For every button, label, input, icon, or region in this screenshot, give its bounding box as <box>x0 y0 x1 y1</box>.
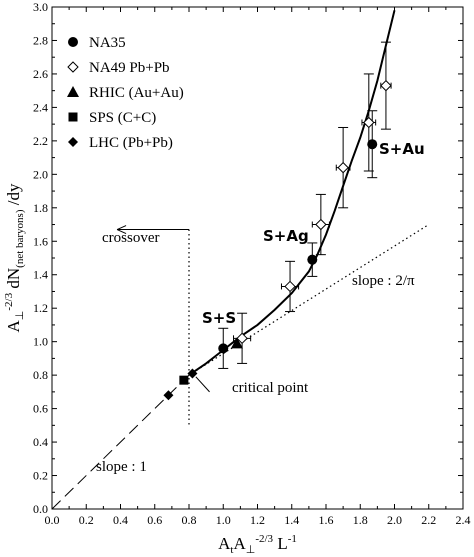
y-axis-label: A⊥-2/3 dN(net baryons) /dy <box>3 183 26 332</box>
point-lhc-pb-pb <box>187 368 198 379</box>
x-tick-label: 0.4 <box>113 513 128 527</box>
y-tick-label: 2.2 <box>33 134 48 148</box>
crossover-arrow-head <box>116 225 127 235</box>
annotation-sau: S+Au <box>379 140 425 158</box>
y-axis-label-sup: -2/3 <box>3 292 15 310</box>
slope1-dashed-line <box>51 374 190 510</box>
y-tick-label: 0.0 <box>33 502 48 516</box>
x-axis-label-part: L <box>273 534 288 553</box>
legend-label: NA35 <box>89 35 126 51</box>
annotation-sag: S+Ag <box>263 227 309 245</box>
y-tick-label: 0.4 <box>33 435 48 449</box>
y-tick-label: 0.8 <box>33 368 48 382</box>
y-axis-label-sub: ⊥ <box>14 311 26 321</box>
y-tick-label: 0.2 <box>33 469 48 483</box>
x-axis-label-part: A <box>233 534 246 553</box>
x-tick-label: 1.4 <box>284 513 299 527</box>
y-tick-label: 1.6 <box>33 234 48 248</box>
x-tick-label: 1.8 <box>353 513 368 527</box>
x-tick-label: 0.2 <box>79 513 94 527</box>
x-tick-label: 2.2 <box>421 513 436 527</box>
x-tick-label: 0.8 <box>182 513 197 527</box>
y-tick-label: 2.6 <box>33 67 48 81</box>
legend-marker <box>68 37 78 47</box>
x-tick-label: 2.0 <box>387 513 402 527</box>
critical-point-pointer <box>195 376 210 393</box>
point-na49-pb-pb <box>284 280 296 293</box>
legend-marker <box>68 112 78 122</box>
y-tick-label: 1.2 <box>33 301 48 315</box>
y-tick-label: 3.0 <box>33 0 48 14</box>
y-axis-label-part: dN <box>4 268 23 293</box>
point-rhic-au-au <box>230 337 243 349</box>
x-axis-label-sub: t <box>230 544 233 556</box>
point-na35 <box>307 254 318 265</box>
annotation-slope1: slope : 1 <box>96 459 147 475</box>
point-na49-pb-pb <box>337 161 349 174</box>
annotation-slope2pi: slope : 2/π <box>352 273 415 289</box>
x-tick-label: 1.0 <box>216 513 231 527</box>
legend-label: RHIC (Au+Au) <box>89 85 184 101</box>
legend-marker <box>67 61 79 73</box>
annotation-ss: S+S <box>202 309 236 327</box>
annotation-crossover: crossover <box>102 230 159 246</box>
point-na49-pb-pb <box>363 116 375 129</box>
legend-marker <box>67 86 79 97</box>
x-tick-label: 0.0 <box>45 513 60 527</box>
legend-marker <box>68 137 78 147</box>
x-axis-label-sup: -2/3 <box>255 533 273 545</box>
legend-label: SPS (C+C) <box>89 110 156 126</box>
legend-label: LHC (Pb+Pb) <box>89 135 173 151</box>
y-tick-label: 1.8 <box>33 201 48 215</box>
point-sps-c-c <box>179 375 189 385</box>
y-axis-label-part: /dy <box>4 183 23 209</box>
y-tick-label: 1.4 <box>33 268 48 282</box>
x-axis-label-sup: -1 <box>288 533 297 545</box>
y-tick-label: 2.8 <box>33 33 48 47</box>
legend-label: NA49 Pb+Pb <box>89 60 170 76</box>
point-na49-pb-pb <box>315 218 327 231</box>
y-tick-label: 0.6 <box>33 402 48 416</box>
x-axis-label-part: A <box>218 534 231 553</box>
x-tick-label: 1.6 <box>319 513 334 527</box>
y-tick-label: 1.0 <box>33 335 48 349</box>
x-axis-label-sub: ⊥ <box>246 544 256 556</box>
point-lhc-pb-pb <box>163 390 174 401</box>
x-tick-label: 0.6 <box>147 513 162 527</box>
point-na49-pb-pb <box>236 332 248 345</box>
y-axis-label-sub: (net baryons) <box>14 209 26 268</box>
point-na35 <box>367 139 378 150</box>
point-na35 <box>218 343 229 354</box>
x-tick-label: 2.4 <box>456 513 471 527</box>
y-tick-label: 2.0 <box>33 167 48 181</box>
annotation-critical-point: critical point <box>232 380 309 396</box>
x-tick-label: 1.2 <box>250 513 265 527</box>
y-axis-label-part: A <box>4 319 23 332</box>
point-na49-pb-pb <box>380 79 392 92</box>
x-axis-label: AtA⊥-2/3 L-1 <box>218 533 297 556</box>
y-tick-label: 2.4 <box>33 100 48 114</box>
